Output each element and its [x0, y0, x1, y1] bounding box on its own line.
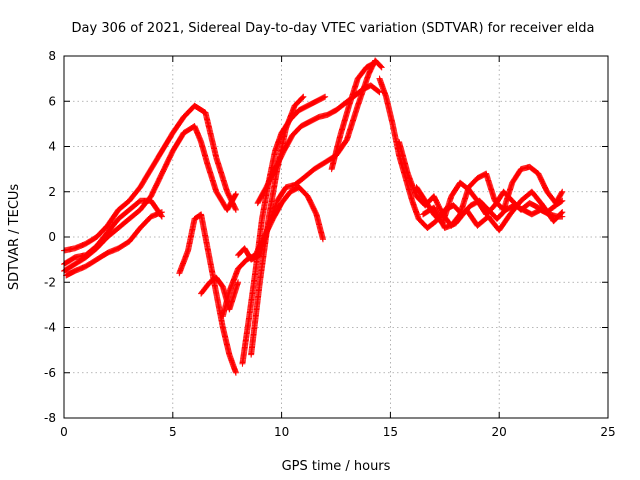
data-point-marker	[559, 209, 566, 216]
y-axis-label: SDTVAR / TECUs	[7, 184, 22, 291]
data-point-marker	[232, 191, 239, 198]
data-point-marker	[322, 93, 329, 100]
y-tick-label: 0	[48, 230, 56, 244]
chart-title: Day 306 of 2021, Sidereal Day-to-day VTE…	[72, 21, 595, 36]
x-tick-label: 20	[492, 425, 507, 439]
x-tick-label: 15	[383, 425, 398, 439]
y-tick-label: 8	[48, 49, 56, 63]
data-point-marker	[232, 369, 239, 376]
data-points	[61, 57, 566, 376]
data-point-marker	[158, 209, 165, 216]
x-tick-label: 5	[169, 425, 177, 439]
data-point-marker	[299, 94, 306, 101]
y-tick-label: -6	[44, 366, 56, 380]
data-point-marker	[232, 205, 239, 212]
data-point-marker	[558, 198, 565, 205]
data-point-marker	[319, 236, 326, 243]
y-tick-label: -8	[44, 411, 56, 425]
x-tick-label: 25	[600, 425, 615, 439]
data-point-marker	[378, 64, 385, 71]
x-tick-label: 10	[274, 425, 289, 439]
data-point-marker	[235, 279, 242, 286]
data-point-marker	[371, 60, 378, 67]
data-point-marker	[232, 192, 239, 199]
y-tick-label: 2	[48, 185, 56, 199]
data-point-marker	[377, 63, 384, 70]
data-point-marker	[558, 189, 565, 196]
data-point-marker	[375, 88, 382, 95]
y-tick-label: -4	[44, 321, 56, 335]
data-point-marker	[372, 59, 379, 66]
data-point-marker	[558, 209, 565, 216]
data-point-marker	[232, 206, 239, 213]
x-tick-label: 0	[60, 425, 68, 439]
axis-ticks: 0 5 10 15 20 25 -8 -6 -4 -2 0 2 4 6 8	[44, 49, 616, 439]
y-tick-label: -2	[44, 275, 56, 289]
data-point-marker	[559, 188, 566, 195]
data-point-marker	[321, 94, 328, 101]
y-tick-label: 6	[48, 94, 56, 108]
x-axis-label: GPS time / hours	[282, 459, 391, 474]
data-point-marker	[300, 93, 307, 100]
y-tick-label: 4	[48, 140, 56, 154]
data-point-marker	[559, 197, 566, 204]
